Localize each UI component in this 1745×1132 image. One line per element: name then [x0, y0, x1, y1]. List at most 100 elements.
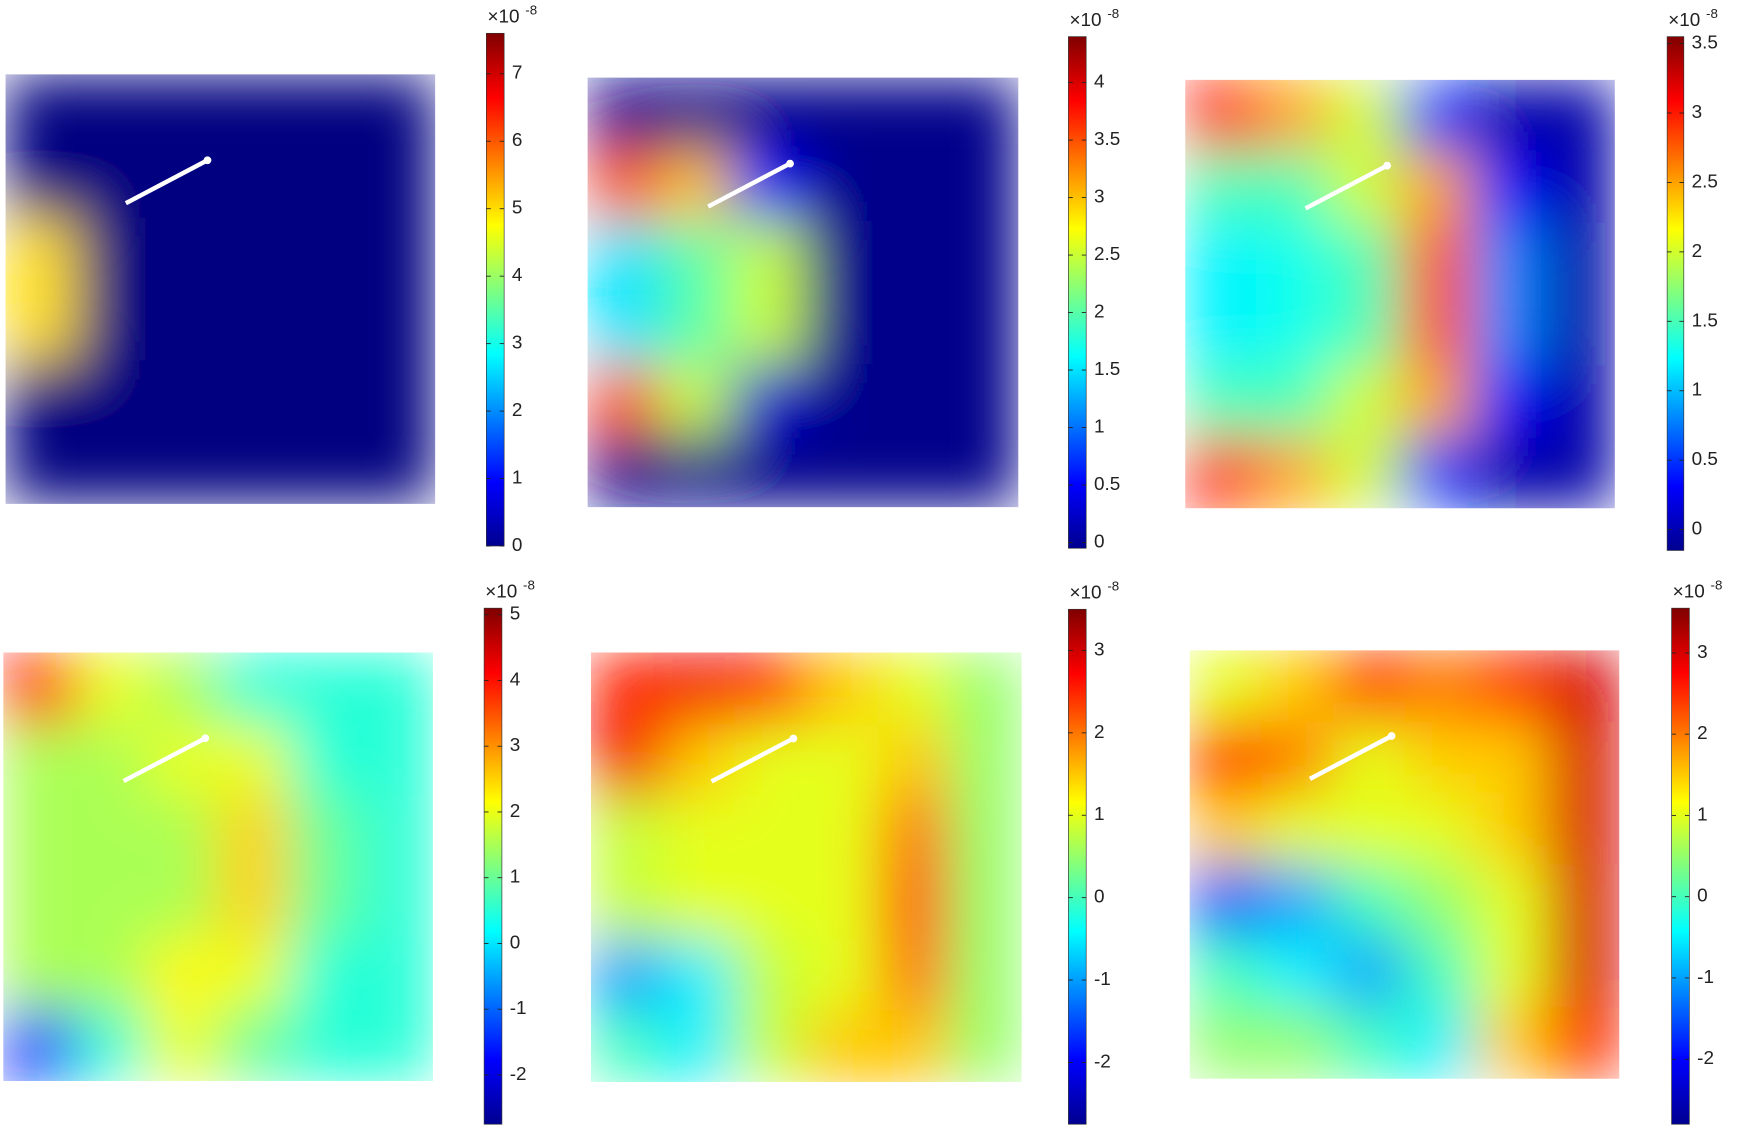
cell [74, 866, 148, 939]
cell [146, 938, 219, 1011]
cell [363, 74, 436, 147]
cell [802, 292, 876, 365]
cell [1543, 365, 1615, 438]
cell [734, 795, 807, 868]
colorbar-tick-label: 0 [512, 535, 523, 556]
colorbar-tick-label: 1.5 [1094, 359, 1120, 380]
cell [289, 723, 362, 796]
cell [74, 1009, 148, 1081]
cell [3, 795, 76, 868]
cell [731, 435, 804, 508]
cell [363, 289, 436, 362]
cell [874, 149, 948, 222]
cell [148, 145, 221, 219]
cell [1189, 793, 1262, 866]
heatmap-cells [3, 652, 433, 1081]
colorbar-tick-label: 1 [1094, 804, 1105, 825]
colorbar-exponent: -8 [525, 3, 537, 18]
cell [291, 360, 365, 433]
colorbar [486, 32, 505, 547]
cell [1328, 294, 1401, 367]
cell [1185, 151, 1258, 224]
cell [77, 432, 150, 504]
colorbar-tick-label: 5 [512, 198, 523, 219]
cell [1400, 294, 1473, 367]
cell [1547, 793, 1620, 866]
cell [1261, 650, 1334, 723]
colorbar-tick-label: 3 [1094, 187, 1105, 208]
cell [874, 364, 948, 437]
colorbar-tick-label: 2 [510, 801, 521, 822]
cell [1332, 721, 1406, 794]
cell [731, 77, 804, 150]
cell [291, 289, 365, 362]
colorbar-tick-label: 4 [510, 669, 521, 690]
cell [1256, 294, 1329, 367]
cell [806, 938, 879, 1012]
cell [74, 652, 148, 725]
cell [802, 435, 876, 508]
cell [1328, 365, 1401, 438]
cell [361, 1009, 433, 1081]
cell [1400, 436, 1473, 509]
cell [361, 866, 433, 939]
cell [5, 74, 78, 147]
cell [291, 145, 365, 219]
cell [878, 795, 951, 868]
cell [731, 220, 804, 293]
cell [1547, 935, 1620, 1008]
cell [74, 723, 148, 796]
colorbar-label: ×10 [1069, 583, 1101, 604]
cell [587, 435, 660, 508]
cell [1256, 222, 1329, 295]
colorbar-exponent: -8 [1107, 579, 1119, 594]
cell [731, 149, 804, 222]
cell [587, 77, 660, 150]
colorbar-label: ×10 [487, 7, 519, 28]
cell [1185, 294, 1258, 367]
cell [1261, 1007, 1334, 1079]
cell [289, 652, 362, 725]
cell [662, 724, 736, 797]
cell [1471, 151, 1544, 224]
colorbar-tick-label: 7 [512, 63, 523, 84]
cell [1332, 650, 1406, 723]
arrow-head [203, 156, 212, 165]
cell [1328, 436, 1401, 509]
cell [946, 220, 1019, 293]
colorbar-exponent: -8 [1711, 578, 1723, 593]
cell [590, 795, 664, 868]
cell [1476, 864, 1549, 937]
cell [77, 217, 150, 290]
colorbar-tick-label: -1 [1094, 969, 1111, 990]
colorbar-tick-label: 3 [1094, 639, 1105, 660]
cell [361, 795, 433, 868]
cell [734, 867, 807, 940]
cell [5, 432, 78, 504]
cell [1261, 935, 1334, 1008]
cell [1332, 1007, 1406, 1079]
cell [1185, 365, 1258, 438]
cell [1404, 864, 1477, 937]
colorbar-tick-label: 6 [512, 130, 523, 151]
cell [220, 217, 293, 290]
cell [806, 652, 879, 725]
cell [946, 435, 1019, 508]
cell [590, 1010, 664, 1083]
cell [361, 938, 433, 1011]
cell [1543, 79, 1615, 152]
colorbar-exponent: -8 [1107, 6, 1119, 21]
cell [949, 938, 1022, 1012]
cell [1404, 793, 1477, 866]
heatmap [590, 652, 1022, 1083]
cell [220, 74, 293, 147]
cell [1256, 436, 1329, 509]
cell [1261, 864, 1334, 937]
cell [3, 866, 76, 939]
cell [1404, 1007, 1477, 1079]
cell [291, 432, 365, 504]
cell [1543, 151, 1615, 224]
cell [1328, 222, 1401, 295]
cell [361, 652, 433, 725]
